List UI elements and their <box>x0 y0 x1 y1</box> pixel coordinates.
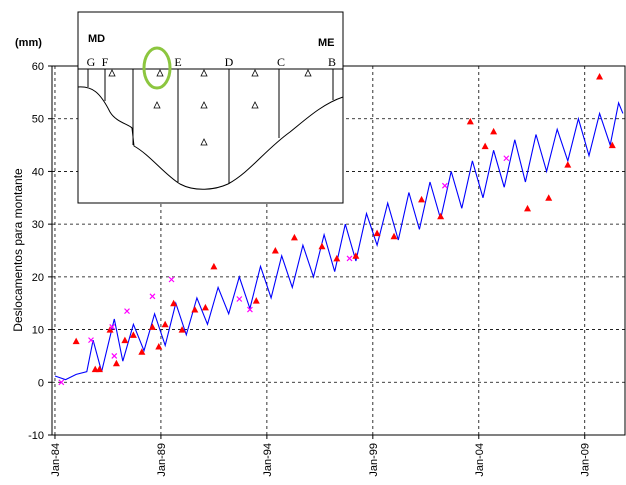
section-label: E <box>174 55 181 69</box>
observed-triangle <box>524 204 532 212</box>
section-label: D <box>225 55 234 69</box>
x-marker <box>149 293 156 300</box>
x-marker <box>441 182 448 189</box>
x-tick-label: Jan-04 <box>474 443 486 477</box>
observed-triangle <box>112 359 120 367</box>
x-marker <box>88 337 94 344</box>
observed-triangle <box>178 326 186 333</box>
observed-triangle <box>290 233 298 241</box>
y-tick-label: 40 <box>32 166 44 178</box>
x-tick-label: Jan-09 <box>580 443 592 477</box>
valley-profile <box>77 86 344 190</box>
observed-triangle <box>155 342 163 350</box>
x-marker <box>124 308 130 315</box>
y-tick-label: 60 <box>32 61 44 73</box>
x-marker <box>346 255 353 262</box>
observed-triangle <box>596 73 604 80</box>
y-tick-label: 0 <box>38 377 44 389</box>
observed-triangle <box>481 142 489 150</box>
y-axis-label: Deslocamentos para montante <box>11 168 25 332</box>
observed-triangle <box>121 336 129 344</box>
x-tick-label: Jan-94 <box>262 443 274 477</box>
observed-triangle <box>138 348 146 355</box>
section-label: F <box>102 55 109 69</box>
inset-left-label: MD <box>88 33 105 45</box>
y-tick-label: -10 <box>28 430 44 442</box>
model-line <box>54 101 624 381</box>
highlight-ellipse <box>142 46 172 90</box>
observed-triangle <box>210 262 218 270</box>
observed-triangle <box>564 161 572 168</box>
y-tick-label: 10 <box>32 325 44 337</box>
observed-triangle <box>170 299 178 307</box>
y-tick-label: 50 <box>32 114 44 126</box>
inset-right-label: ME <box>318 37 335 49</box>
x-marker <box>58 379 65 386</box>
x-marker <box>236 296 243 302</box>
observed-triangle <box>608 141 616 149</box>
observed-triangle <box>72 337 80 345</box>
observed-triangle <box>252 297 260 304</box>
y-tick-label: 30 <box>32 219 44 231</box>
observed-triangle <box>352 252 360 259</box>
plot: -10 0 10 20 30 40 50 60 Jan-84 Jan-89 Jan-94 Jan-99… <box>28 61 625 477</box>
observed-triangle <box>437 212 445 220</box>
observed-triangle <box>129 331 137 338</box>
observed-triangle <box>201 303 209 311</box>
inset-frame <box>77 11 344 204</box>
section-lines <box>87 69 334 184</box>
observed-triangle <box>390 232 398 240</box>
section-label: C <box>277 55 285 69</box>
x-tick-label: Jan-89 <box>156 443 168 477</box>
unit-label: (mm) <box>15 37 42 49</box>
section-label: G <box>87 55 96 69</box>
observed-triangle <box>333 254 341 262</box>
x-tick-label: Jan-84 <box>50 443 62 477</box>
observed-triangle <box>161 320 169 328</box>
y-tick-label: 20 <box>32 272 44 284</box>
x-marker <box>111 353 118 359</box>
instruments <box>108 69 312 146</box>
x-marker <box>503 155 510 162</box>
observed-triangle <box>148 323 156 330</box>
x-tick-label: Jan-99 <box>368 443 380 477</box>
observed-triangle <box>545 194 553 201</box>
x-marker <box>168 276 175 283</box>
observed-triangle <box>466 117 474 125</box>
section-label: B <box>328 55 336 69</box>
observed-triangle <box>418 195 426 203</box>
observed-triangle <box>95 365 103 373</box>
observed-triangle <box>191 306 199 313</box>
observed-triangle <box>271 247 279 254</box>
observed-triangle <box>318 242 326 250</box>
x-marker <box>246 306 253 313</box>
observed-triangle <box>373 229 381 237</box>
x-marker <box>109 324 116 330</box>
observed-triangle <box>490 127 498 135</box>
